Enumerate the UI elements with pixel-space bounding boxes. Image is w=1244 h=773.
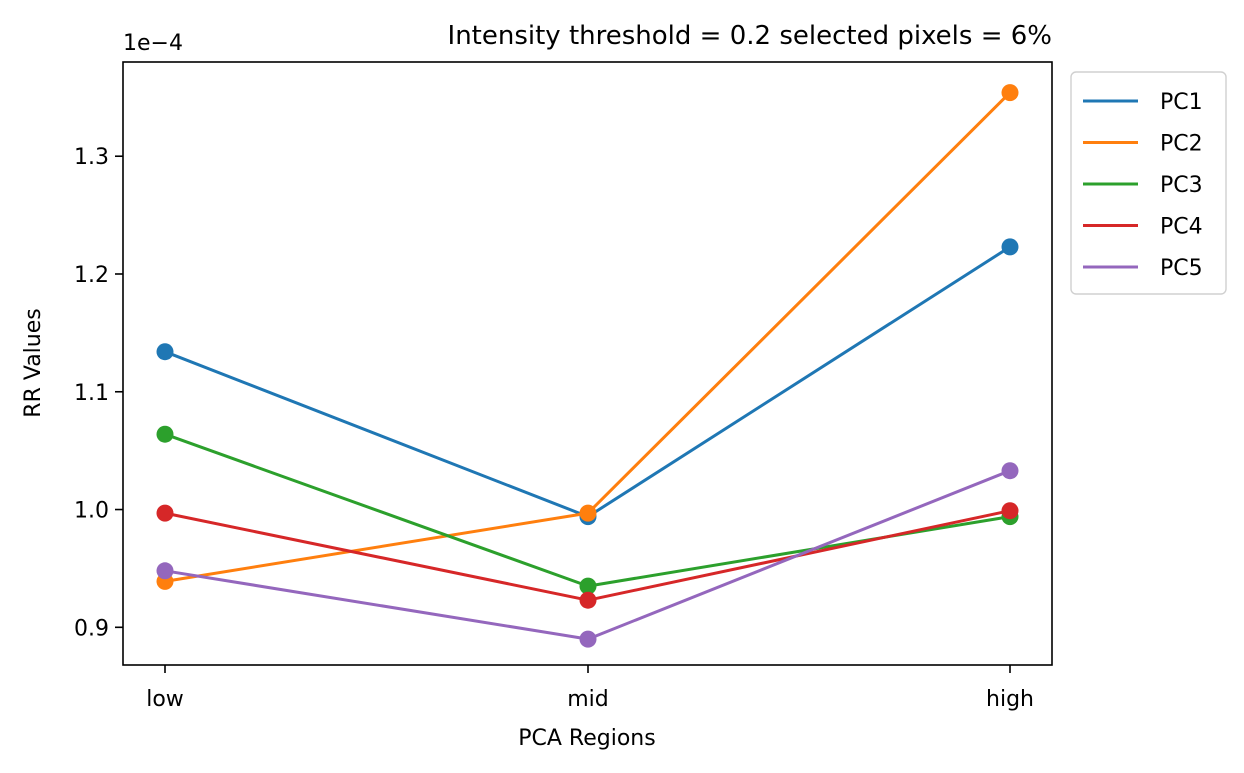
y-tick-label: 1.0 (74, 499, 109, 524)
y-axis-label: RR Values (21, 308, 46, 417)
legend-frame (1070, 71, 1227, 295)
plot-background (123, 62, 1052, 665)
y-tick-label: 1.1 (74, 381, 109, 406)
legend-entry-pc1: PC1 (1083, 90, 1203, 115)
data-point (579, 630, 597, 648)
legend: PC1 PC2 PC3 PC4 PC5 (1070, 71, 1227, 295)
legend-entry-pc2: PC2 (1083, 132, 1203, 157)
series-pc5 (156, 462, 1019, 648)
chart-title: Intensity threshold = 0.2 selected pixel… (448, 21, 1052, 51)
y-tick-label: 1.3 (74, 145, 109, 170)
series-pc4 (156, 502, 1019, 609)
x-tick-label: mid (567, 687, 609, 712)
x-axis-label: PCA Regions (518, 726, 655, 751)
legend-entry-pc5: PC5 (1083, 256, 1203, 281)
legend-label: PC2 (1160, 132, 1203, 157)
legend-label: PC3 (1160, 173, 1203, 198)
data-point (156, 504, 174, 522)
legend-label: PC5 (1160, 256, 1203, 281)
y-tick-label: 0.9 (74, 616, 109, 641)
data-point (1001, 462, 1019, 480)
x-tick-label: low (146, 687, 184, 712)
data-point (156, 562, 174, 580)
data-point (1001, 238, 1019, 256)
y-offset-label: 1e−4 (123, 31, 183, 56)
data-point (1001, 84, 1019, 102)
legend-label: PC4 (1160, 215, 1203, 240)
data-point (1001, 502, 1019, 520)
y-axis: 0.9 1.0 1.1 1.2 1.3 (74, 145, 123, 641)
legend-entry-pc4: PC4 (1083, 215, 1203, 240)
y-tick-label: 1.2 (74, 263, 109, 288)
series-pc2 (156, 84, 1019, 590)
data-point (579, 577, 597, 595)
data-point (579, 591, 597, 609)
x-axis: low mid high (146, 665, 1034, 712)
data-point (156, 425, 174, 443)
data-point (579, 504, 597, 522)
x-tick-label: high (986, 687, 1034, 712)
legend-label: PC1 (1160, 90, 1203, 115)
series-layer (156, 84, 1019, 648)
data-point (156, 343, 174, 361)
legend-entry-pc3: PC3 (1083, 173, 1203, 198)
